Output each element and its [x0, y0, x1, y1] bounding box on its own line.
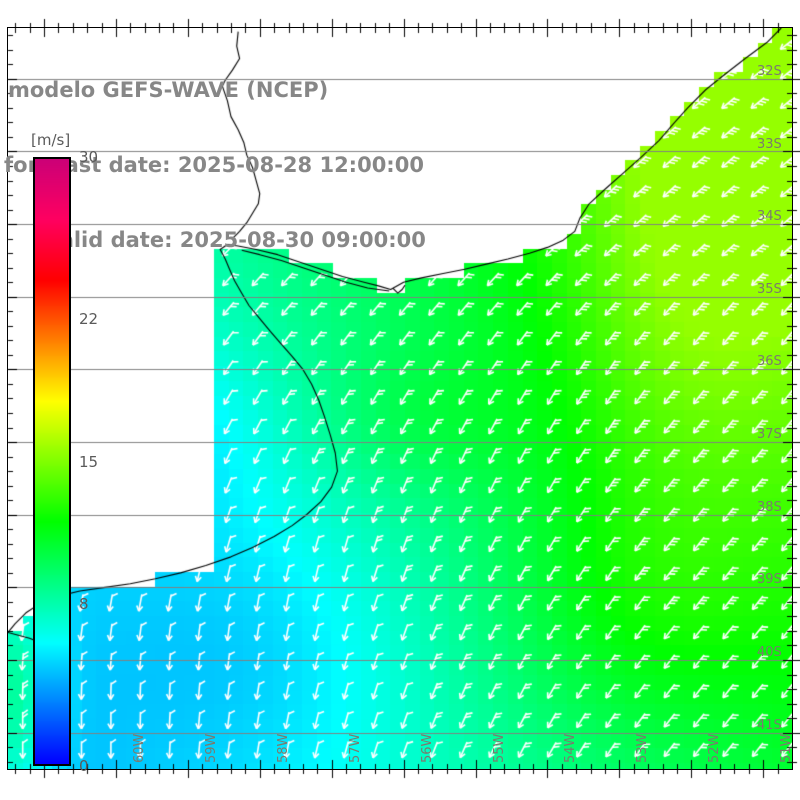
colorbar-tick-label: 30: [79, 148, 99, 166]
latitude-label: 35S: [757, 281, 782, 297]
latitude-label: 39S: [757, 572, 782, 588]
latitude-label: 32S: [757, 63, 782, 79]
longitude-label: 58W: [275, 733, 291, 763]
longitude-label: 60W: [131, 733, 147, 763]
title-forecast-date: forecast date: 2025-08-28 12:00:00: [4, 153, 424, 177]
colorbar-tick-label: 0: [79, 757, 89, 775]
latitude-label: 41S: [757, 717, 782, 733]
latitude-label: 36S: [757, 354, 782, 370]
colorbar-tick-label: 8: [79, 594, 89, 613]
longitude-label: 52W: [707, 733, 723, 763]
title-model-line: modelo GEFS-WAVE (NCEP): [8, 78, 329, 102]
latitude-label: 33S: [757, 136, 782, 152]
longitude-label: 54W: [563, 733, 579, 763]
colorbar-gradient: [33, 157, 71, 766]
chart-title-block: modelo GEFS-WAVE (NCEP) forecast date: 2…: [0, 28, 520, 303]
colorbar-unit-label: [m/s]: [31, 131, 71, 149]
latitude-label: 38S: [757, 499, 782, 515]
longitude-label: 57W: [347, 733, 363, 763]
colorbar: [33, 157, 71, 766]
longitude-label: 56W: [419, 733, 435, 763]
latitude-label: 40S: [757, 645, 782, 661]
colorbar-tick-label: 22: [79, 310, 99, 329]
title-valid-date: valid date: 2025-08-30 09:00:00: [46, 228, 426, 252]
colorbar-tick-label: 15: [79, 452, 99, 471]
latitude-label: 34S: [757, 209, 782, 225]
longitude-label: 53W: [635, 733, 651, 763]
longitude-label: 59W: [203, 733, 219, 763]
longitude-label: 51W: [779, 733, 795, 763]
latitude-label: 37S: [757, 427, 782, 443]
longitude-label: 55W: [491, 733, 507, 763]
